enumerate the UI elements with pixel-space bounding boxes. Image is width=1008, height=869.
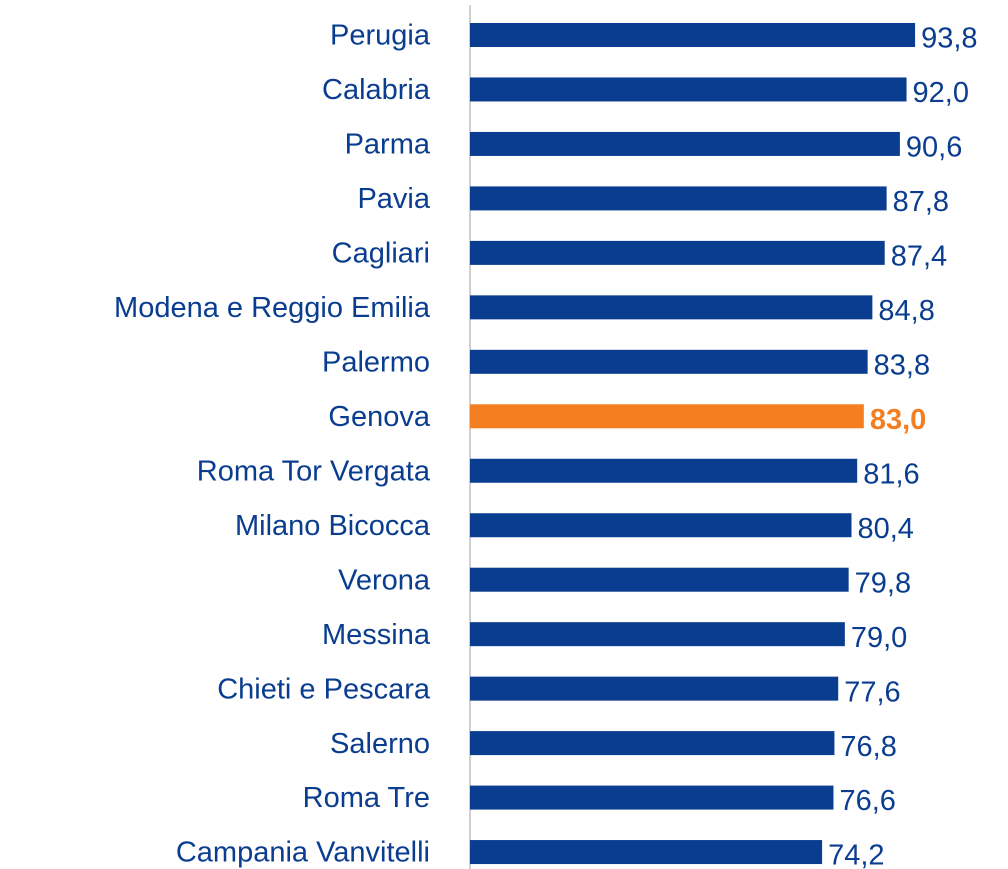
bar xyxy=(470,349,868,374)
bar xyxy=(470,404,864,429)
bar xyxy=(470,240,885,265)
value-label: 83,0 xyxy=(870,404,926,436)
bar xyxy=(470,840,823,865)
value-label: 92,0 xyxy=(913,77,969,109)
bar xyxy=(470,676,839,701)
bar xyxy=(470,513,852,538)
bar xyxy=(470,731,835,756)
value-label: 90,6 xyxy=(906,132,962,164)
bar xyxy=(470,567,849,592)
bar xyxy=(470,622,845,647)
value-label: 87,8 xyxy=(893,186,949,218)
bar xyxy=(470,295,873,320)
category-label: Calabria xyxy=(322,74,431,106)
value-label: 84,8 xyxy=(878,295,934,327)
bar xyxy=(470,23,916,47)
bar xyxy=(470,458,858,483)
value-label: 79,0 xyxy=(851,622,907,654)
value-label: 79,8 xyxy=(855,567,911,599)
category-label: Campania Vanvitelli xyxy=(176,837,430,869)
value-label: 87,4 xyxy=(891,241,947,273)
category-label: Roma Tor Vergata xyxy=(197,455,431,487)
category-label: Chieti e Pescara xyxy=(217,673,431,705)
category-label: Salerno xyxy=(330,728,430,760)
value-label: 77,6 xyxy=(844,676,900,708)
category-label: Messina xyxy=(322,619,431,651)
category-label: Parma xyxy=(345,129,431,161)
category-label: Perugia xyxy=(330,20,431,52)
category-label: Palermo xyxy=(322,346,430,378)
value-label: 74,2 xyxy=(828,840,884,869)
value-label: 80,4 xyxy=(857,513,913,545)
category-label: Cagliari xyxy=(332,238,430,270)
value-label: 83,8 xyxy=(874,349,930,381)
bar xyxy=(470,785,834,810)
value-label: 76,6 xyxy=(839,785,895,817)
category-label: Genova xyxy=(328,401,430,433)
value-label: 93,8 xyxy=(921,23,977,55)
category-label: Modena e Reggio Emilia xyxy=(114,292,431,324)
category-label: Verona xyxy=(338,564,431,596)
bar xyxy=(470,131,900,156)
bar xyxy=(470,77,907,102)
category-label: Pavia xyxy=(357,183,430,215)
value-label: 76,8 xyxy=(840,731,896,763)
value-label: 81,6 xyxy=(863,458,919,490)
category-label: Roma Tre xyxy=(303,782,430,814)
bar xyxy=(470,186,887,211)
category-label: Milano Bicocca xyxy=(235,510,431,542)
